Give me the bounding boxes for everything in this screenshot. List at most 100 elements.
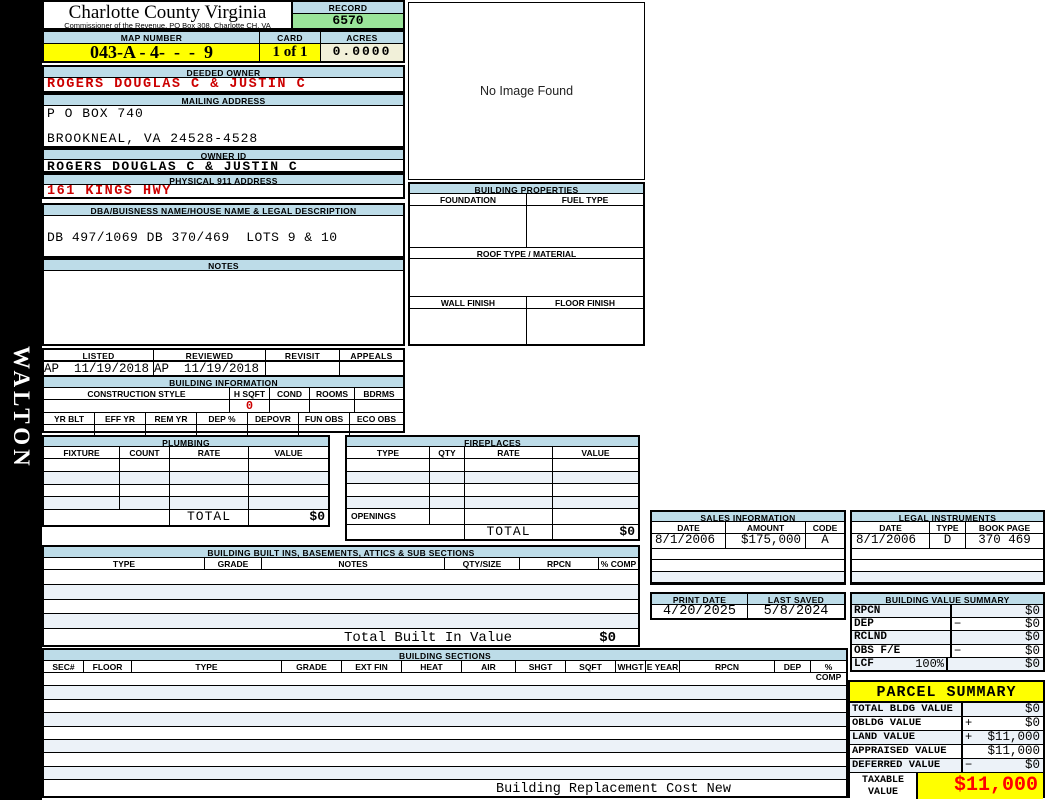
obs-value[interactable]: $0 [1024,643,1040,658]
summary-row-lcf: LCF 100% $0 [852,656,1043,671]
sections-col-whgt: WHGT [616,661,646,672]
sections-empty-row [44,713,846,727]
legal-description-section: DBA/BUISNESS NAME/HOUSE NAME & LEGAL DES… [42,203,405,258]
remyr-value[interactable] [146,425,197,437]
mailing-address-field[interactable]: P O BOX 740 BROOKNEAL, VA 24528-4528 [44,106,403,146]
roof-field[interactable] [410,259,643,297]
acres-value[interactable]: 0.0000 [321,44,403,61]
effyr-value[interactable] [95,425,146,437]
sections-col-eyear: E YEAR [646,661,680,672]
listed-value[interactable]: AP 11/19/2018 [44,362,154,376]
sales-col-date: DATE [652,522,726,533]
sales-amount[interactable]: $175,000 [726,534,806,548]
sections-empty-row [44,739,846,754]
sections-empty-row [44,727,846,740]
openings-value[interactable] [430,509,465,524]
last-saved-label: LAST SAVED [748,594,844,605]
fireplaces-empty-row [347,459,638,472]
last-saved-value[interactable]: 5/8/2024 [763,604,829,619]
legal-bookpage[interactable]: 370 469 [978,533,1031,547]
reviewed-value[interactable]: AP 11/19/2018 [154,362,266,376]
sections-col-rpcn: RPCN [680,661,775,672]
built-ins-empty-row [44,614,638,629]
hsqft-value[interactable]: 0 [230,400,270,412]
record-value[interactable]: 6570 [293,14,403,28]
built-ins-col-notes: NOTES [262,558,445,569]
deferred-value[interactable]: $0 [1024,758,1040,772]
depovr-value[interactable] [248,425,299,437]
fireplaces-total-value[interactable]: $0 [619,524,635,539]
cond-value[interactable] [270,400,310,412]
print-date-value[interactable]: 4/20/2025 [663,604,736,619]
parcel-summary: PARCEL SUMMARY TOTAL BLDG VALUE $0 OBLDG… [848,680,1045,799]
bdrms-label: BDRMS [355,388,403,399]
yrblt-value[interactable] [44,425,95,437]
appeals-label: APPEALS [340,350,403,361]
deeded-owner-value[interactable]: ROGERS DOUGLAS C & JUSTIN C [47,77,307,92]
legal-date[interactable]: 8/1/2006 [852,534,930,548]
built-ins-table: BUILDING BUILT INS, BASEMENTS, ATTICS & … [42,545,640,647]
acres-cell: ACRES 0.0000 [321,32,403,61]
total-bldg-value[interactable]: $0 [1024,702,1040,716]
taxable-value[interactable]: $11,000 [953,774,1038,797]
fuel-type-field[interactable] [527,206,643,247]
lcf-percent[interactable]: 100% [915,656,944,671]
sales-col-code: CODE [806,522,844,533]
built-ins-total-value[interactable]: $0 [599,630,616,646]
built-ins-empty-row [44,570,638,585]
map-number-value[interactable]: 043-A - 4- - - 9 [44,43,259,61]
construction-style-value[interactable] [44,400,230,412]
cond-label: COND [270,388,310,399]
dep-value[interactable] [197,425,248,437]
bdrms-value[interactable] [355,400,403,412]
appraised-value[interactable]: $11,000 [987,744,1040,758]
no-image-message: No Image Found [479,84,574,98]
sections-empty-row [44,753,846,767]
card-value[interactable]: 1 of 1 [260,44,320,61]
rpcn-value[interactable]: $0 [1024,604,1040,618]
building-properties-section: BUILDING PROPERTIES FOUNDATION FUEL TYPE… [408,182,645,346]
taxable-row: TAXABLE VALUE $11,000 [850,773,1043,799]
owner-id-section: OWNER ID ROGERS DOUGLAS C & JUSTIN C [42,148,405,173]
sales-code[interactable]: A [821,533,829,547]
plumbing-total-value[interactable]: $0 [309,509,325,524]
floor-finish-field[interactable] [527,309,643,344]
fireplaces-col-type: TYPE [347,447,430,458]
legal-col-date: DATE [852,522,930,533]
building-sections-title: BUILDING SECTIONS [44,650,846,661]
sales-date[interactable]: 8/1/2006 [652,534,726,548]
obldg-value[interactable]: $0 [1024,716,1040,730]
sales-col-amount: AMOUNT [726,522,806,533]
image-panel: No Image Found [408,2,645,180]
deferred-op: − [965,758,973,772]
notes-field[interactable] [44,271,403,344]
mailing-line1: P O BOX 740 [47,106,144,121]
sections-col-extfin: EXT FIN [342,661,402,672]
dep-value[interactable]: $0 [1024,617,1040,632]
parcel-row-deferred: DEFERRED VALUE − $0 [850,759,1043,773]
lcf-value[interactable]: $0 [1024,656,1040,671]
sections-col-shgt: SHGT [516,661,566,672]
owner-id-value[interactable]: ROGERS DOUGLAS C & JUSTIN C [47,159,299,174]
physical-address-value[interactable]: 161 KINGS HWY [47,184,172,199]
funobs-value[interactable] [299,425,350,437]
mailing-address-label: MAILING ADDRESS [44,95,403,106]
fireplaces-empty-row [347,484,638,497]
dep-label: DEP % [197,413,248,424]
land-label: LAND VALUE [850,731,963,744]
map-number-label: MAP NUMBER [44,32,259,44]
foundation-field[interactable] [410,206,527,247]
land-value[interactable]: $11,000 [987,730,1040,744]
revisit-value[interactable] [266,362,340,376]
legal-type[interactable]: D [930,534,966,548]
plumbing-col-rate: RATE [170,447,249,458]
built-ins-empty-row [44,600,638,615]
print-date-cell: PRINT DATE 4/20/2025 [652,594,748,618]
appeals-value[interactable] [340,362,403,376]
plumbing-empty-row [44,497,328,510]
legal-description-value[interactable]: DB 497/1069 DB 370/469 LOTS 9 & 10 [47,230,338,245]
rooms-value[interactable] [310,400,355,412]
rclnd-value[interactable]: $0 [1024,630,1040,645]
wall-finish-field[interactable] [410,309,527,344]
funobs-label: FUN OBS [299,413,350,424]
